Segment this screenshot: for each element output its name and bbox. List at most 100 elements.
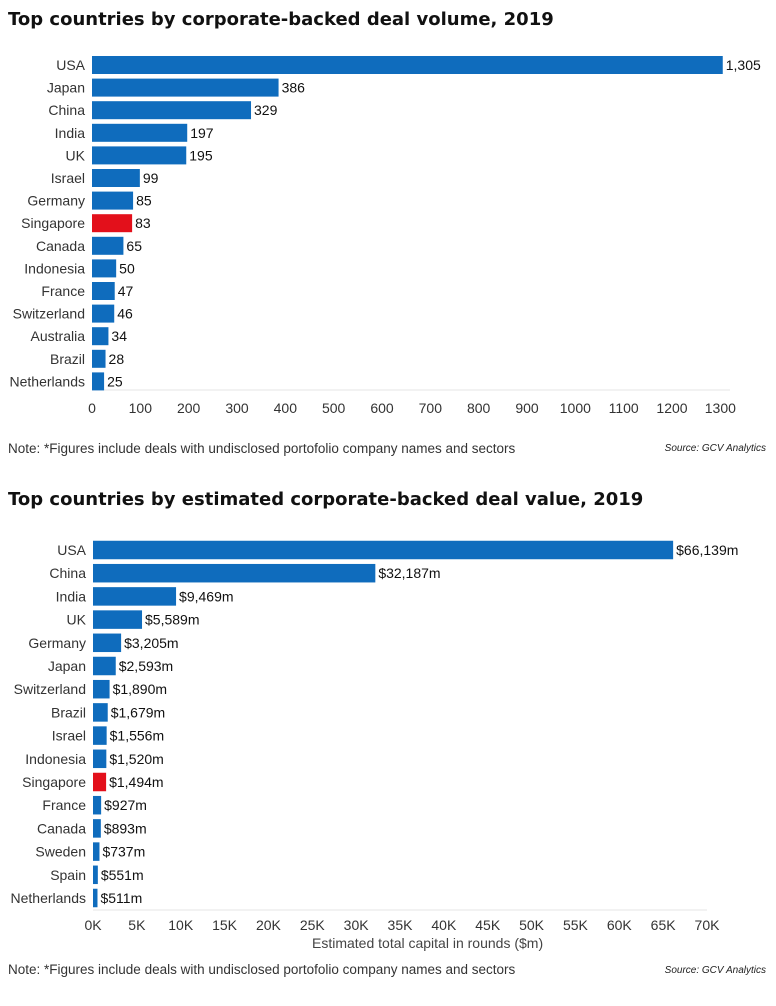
category-label: USA xyxy=(57,542,86,558)
category-label: Japan xyxy=(47,80,85,96)
bar xyxy=(92,169,140,187)
x-tick-label: 20K xyxy=(256,917,282,933)
bar xyxy=(92,372,105,391)
bar xyxy=(93,795,102,815)
bar xyxy=(92,304,115,323)
data-label: 197 xyxy=(190,125,214,141)
bar xyxy=(93,819,101,838)
x-tick-label: 30K xyxy=(344,917,370,933)
bar xyxy=(93,865,98,885)
x-tick-label: 55K xyxy=(563,917,589,933)
deal-value-chart: USA $66,139m China $32,187m India $9,469m UK $5… xyxy=(11,540,738,933)
x-tick-label: 600 xyxy=(370,400,394,416)
bar xyxy=(92,259,117,278)
category-label: India xyxy=(55,125,86,141)
data-label: 99 xyxy=(143,170,159,186)
x-tick-label: 45K xyxy=(475,917,501,933)
x-tick-label: 1000 xyxy=(560,400,591,416)
category-label: Indonesia xyxy=(25,751,86,767)
bar xyxy=(93,749,107,769)
x-tick-label: 900 xyxy=(515,400,539,416)
bar xyxy=(93,888,98,908)
category-label: Switzerland xyxy=(13,306,85,322)
data-label: $9,469m xyxy=(179,588,233,604)
category-label: Canada xyxy=(36,238,85,254)
category-label: Israel xyxy=(52,728,86,744)
bar xyxy=(92,146,187,165)
chart2-source: Source: GCV Analytics xyxy=(664,965,766,976)
bar xyxy=(93,726,107,745)
data-label: $1,494m xyxy=(109,774,163,790)
bar xyxy=(93,772,107,792)
category-label: China xyxy=(48,102,85,118)
category-label: Indonesia xyxy=(24,260,85,276)
x-tick-label: 65K xyxy=(651,917,677,933)
category-label: Australia xyxy=(31,328,86,344)
category-label: Canada xyxy=(37,820,86,836)
data-label: $551m xyxy=(101,867,144,883)
x-tick-label: 0K xyxy=(84,917,102,933)
bar xyxy=(93,610,143,629)
category-label: Netherlands xyxy=(10,373,86,389)
bar xyxy=(93,656,116,676)
bar xyxy=(93,842,100,861)
data-label: 386 xyxy=(282,80,306,96)
data-label: $66,139m xyxy=(676,542,738,558)
data-label: 1,305 xyxy=(726,57,761,73)
x-tick-label: 70K xyxy=(695,917,721,933)
category-label: Spain xyxy=(50,867,86,883)
data-label: 28 xyxy=(109,351,125,367)
data-label: 83 xyxy=(135,215,151,231)
data-label: $511m xyxy=(100,890,142,906)
data-label: 195 xyxy=(189,147,213,163)
chart2-note: Note: *Figures include deals with undisc… xyxy=(8,962,516,977)
bar xyxy=(92,56,723,74)
category-label: Brazil xyxy=(50,351,85,367)
x-tick-label: 1200 xyxy=(656,400,687,416)
bar xyxy=(93,703,108,722)
category-label: Germany xyxy=(28,635,86,651)
bar xyxy=(92,327,109,346)
category-label: Sweden xyxy=(35,844,86,860)
data-label: $5,589m xyxy=(145,612,199,628)
data-label: $1,556m xyxy=(110,728,164,744)
chart2-x-axis-label: Estimated total capital in rounds ($m) xyxy=(312,935,544,951)
x-tick-label: 15K xyxy=(212,917,238,933)
x-tick-label: 25K xyxy=(300,917,326,933)
bar xyxy=(92,349,106,368)
x-tick-label: 100 xyxy=(129,400,153,416)
x-tick-label: 0 xyxy=(88,400,96,416)
x-tick-label: 40K xyxy=(431,917,457,933)
category-label: UK xyxy=(67,612,87,628)
x-tick-label: 10K xyxy=(168,917,194,933)
category-label: USA xyxy=(56,57,85,73)
data-label: $1,520m xyxy=(109,751,163,767)
data-label: 50 xyxy=(119,260,135,276)
chart2-title: Top countries by estimated corporate-bac… xyxy=(8,489,644,510)
x-tick-label: 35K xyxy=(388,917,414,933)
category-label: Singapore xyxy=(21,215,85,231)
bar xyxy=(93,679,110,699)
bar xyxy=(92,123,188,142)
data-label: 25 xyxy=(107,373,123,389)
x-tick-label: 700 xyxy=(419,400,443,416)
bar xyxy=(93,540,674,560)
x-tick-label: 1300 xyxy=(705,400,736,416)
data-label: $1,890m xyxy=(113,681,167,697)
deal-volume-chart: USA 1,305 Japan 386 China 329 India 197 UK 195 Isr… xyxy=(10,56,761,416)
category-label: UK xyxy=(66,147,86,163)
category-label: China xyxy=(49,565,86,581)
category-label: Brazil xyxy=(51,704,86,720)
x-tick-label: 5K xyxy=(128,917,146,933)
x-tick-label: 200 xyxy=(177,400,201,416)
x-tick-label: 50K xyxy=(519,917,545,933)
bar xyxy=(93,563,376,583)
chart1-note: Note: *Figures include deals with undisc… xyxy=(8,441,516,456)
data-label: 329 xyxy=(254,102,278,118)
bar xyxy=(92,236,124,255)
category-label: Japan xyxy=(48,658,86,674)
data-label: 85 xyxy=(136,193,152,209)
data-label: $3,205m xyxy=(124,635,178,651)
chart1-source: Source: GCV Analytics xyxy=(664,443,766,454)
x-tick-label: 300 xyxy=(225,400,249,416)
